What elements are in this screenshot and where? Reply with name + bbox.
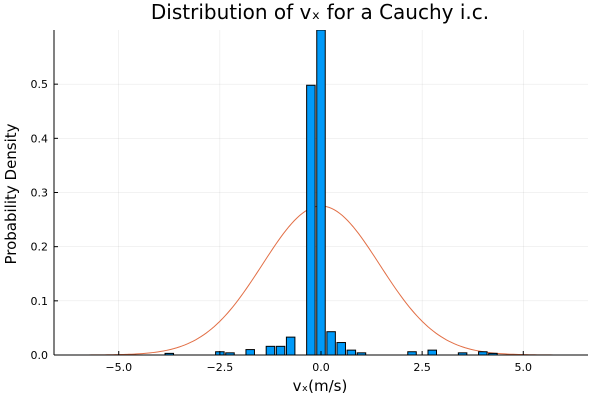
histogram-bar — [245, 349, 255, 355]
histogram-bar — [427, 349, 437, 355]
histogram-bar — [306, 84, 316, 355]
histogram-bar — [164, 352, 175, 355]
histogram-bar — [285, 336, 296, 355]
histogram-bar — [275, 345, 286, 355]
histogram-bar — [265, 345, 276, 355]
tick-labels: −5.0 −2.5 0.0 2.5 5.0 0.0 0.1 0.2 0.3 0.4 0.5 — [31, 78, 533, 374]
x-tick-label: −2.5 — [207, 361, 234, 374]
histogram-bar — [478, 351, 488, 355]
histogram-bar — [336, 342, 346, 355]
y-tick-label: 0.1 — [31, 295, 49, 308]
x-tick-label: 0.0 — [312, 361, 330, 374]
histogram-bar — [488, 352, 498, 355]
chart-title: Distribution of vₓ for a Cauchy i.c. — [151, 0, 489, 24]
axes — [53, 30, 588, 356]
histogram-bar — [225, 352, 235, 355]
y-tick-label: 0.5 — [31, 78, 49, 91]
x-tick-label: 5.0 — [515, 361, 533, 374]
y-tick-label: 0.3 — [31, 187, 49, 200]
y-tick-label: 0.2 — [31, 241, 49, 254]
histogram-bar — [457, 352, 468, 355]
histogram-bar — [316, 30, 326, 355]
x-axis-label: vₓ(m/s) — [293, 377, 348, 395]
x-tick-label: 2.5 — [413, 361, 431, 374]
histogram-bar — [346, 349, 357, 355]
y-axis-label: Probability Density — [2, 123, 20, 264]
y-tick-label: 0.0 — [31, 349, 49, 362]
x-tick-label: −5.0 — [105, 361, 132, 374]
histogram-bar — [407, 351, 417, 355]
histogram-bar — [356, 352, 367, 355]
y-tick-label: 0.4 — [31, 132, 49, 145]
histogram-bar — [326, 331, 336, 355]
